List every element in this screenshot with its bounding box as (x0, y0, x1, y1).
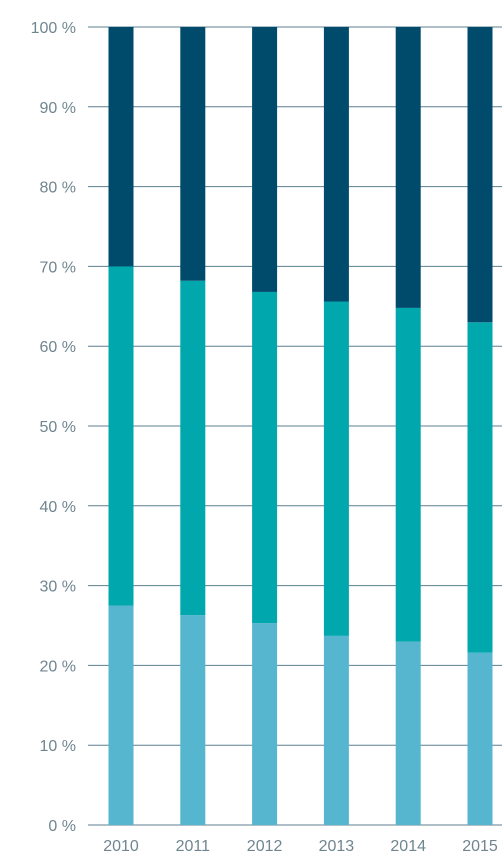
bar-segment-2015-1 (467, 322, 493, 653)
bar-segment-2013-1 (323, 301, 349, 636)
bar-segment-2012-0 (252, 623, 278, 825)
bar-segment-2011-2 (180, 27, 206, 281)
x-axis: 2010 2011 2012 2013 2014 2015 (103, 838, 498, 855)
x-tick-label: 2014 (390, 838, 426, 855)
bar-segment-2011-1 (180, 280, 206, 616)
y-tick-label: 80 % (40, 180, 76, 197)
y-tick-label: 30 % (40, 579, 76, 596)
bar-segment-2015-2 (467, 27, 493, 323)
bar-segment-2012-1 (252, 291, 278, 624)
x-tick-label: 2010 (103, 838, 139, 855)
bar-segment-2011-0 (180, 615, 206, 825)
bar-segment-2010-1 (108, 266, 134, 606)
y-tick-label: 90 % (40, 100, 76, 117)
y-tick-label: 70 % (40, 259, 76, 276)
x-tick-label: 2012 (247, 838, 283, 855)
bar-segment-2014-0 (395, 641, 421, 825)
bar-segment-2010-2 (108, 27, 134, 267)
x-tick-label: 2011 (176, 838, 211, 855)
bar-segment-2015-0 (467, 652, 493, 825)
gridlines (88, 26, 502, 826)
y-tick-label: 20 % (40, 658, 76, 675)
y-tick-label: 0 % (48, 818, 76, 835)
bar-segment-2013-2 (323, 27, 349, 302)
bar-segment-2014-1 (395, 307, 421, 642)
y-tick-label: 40 % (40, 499, 76, 516)
bars (108, 27, 493, 825)
y-tick-label: 50 % (40, 419, 76, 436)
bar-segment-2012-2 (252, 27, 278, 292)
y-tick-label: 10 % (40, 738, 76, 755)
x-tick-label: 2013 (319, 838, 355, 855)
x-tick-label: 2015 (462, 838, 498, 855)
bar-segment-2014-2 (395, 27, 421, 308)
bar-segment-2013-0 (323, 635, 349, 825)
y-tick-label: 100 % (31, 20, 76, 37)
y-tick-label: 60 % (40, 339, 76, 356)
y-axis: 0 % 10 % 20 % 30 % 40 % 50 % 60 % 70 % 80 % 90 % 1… (31, 20, 76, 835)
bar-segment-2010-0 (108, 605, 134, 825)
